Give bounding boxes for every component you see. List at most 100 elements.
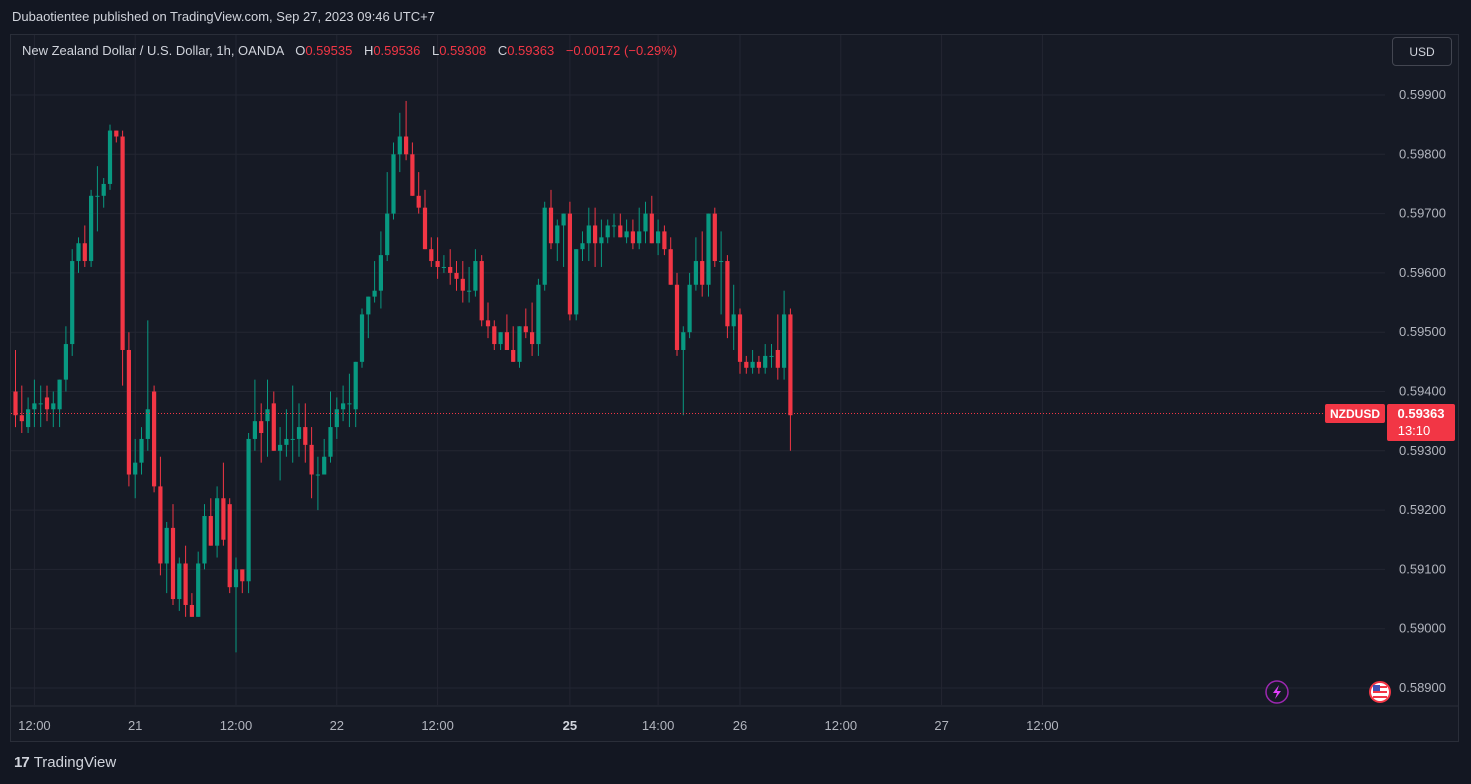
candle-body[interactable] bbox=[38, 403, 43, 405]
candle-body[interactable] bbox=[485, 320, 491, 327]
candle-body[interactable] bbox=[397, 136, 402, 155]
candle-body[interactable] bbox=[13, 391, 18, 416]
candle-body[interactable] bbox=[359, 314, 365, 362]
candle-body[interactable] bbox=[107, 130, 113, 184]
candle-body[interactable] bbox=[454, 272, 459, 279]
candle-body[interactable] bbox=[561, 213, 566, 226]
candle-body[interactable] bbox=[378, 255, 383, 291]
us-flag-icon[interactable] bbox=[1369, 681, 1391, 703]
candle-body[interactable] bbox=[744, 361, 749, 368]
candle-body[interactable] bbox=[611, 225, 617, 227]
candle-body[interactable] bbox=[63, 344, 68, 380]
candle-body[interactable] bbox=[668, 249, 673, 285]
candle-body[interactable] bbox=[202, 516, 207, 564]
candle-body[interactable] bbox=[731, 314, 736, 327]
candle-body[interactable] bbox=[656, 231, 661, 244]
candle-body[interactable] bbox=[737, 314, 743, 362]
candle-body[interactable] bbox=[95, 195, 100, 197]
candle-body[interactable] bbox=[259, 421, 264, 434]
candle-body[interactable] bbox=[322, 456, 327, 475]
candle-body[interactable] bbox=[177, 563, 182, 600]
candle-body[interactable] bbox=[788, 314, 793, 416]
candle-body[interactable] bbox=[271, 403, 276, 451]
candle-body[interactable] bbox=[504, 332, 509, 350]
candle-body[interactable] bbox=[385, 213, 390, 256]
candle-body[interactable] bbox=[278, 444, 283, 451]
candle-body[interactable] bbox=[467, 290, 472, 292]
candle-body[interactable] bbox=[712, 213, 717, 262]
candle-body[interactable] bbox=[89, 195, 94, 262]
candle-body[interactable] bbox=[473, 261, 478, 291]
candle-body[interactable] bbox=[372, 290, 377, 297]
candle-body[interactable] bbox=[366, 296, 371, 315]
candle-body[interactable] bbox=[580, 243, 585, 250]
symbol-title[interactable]: New Zealand Dollar / U.S. Dollar, 1h, OA… bbox=[22, 43, 284, 58]
candle-body[interactable] bbox=[57, 379, 62, 410]
candle-body[interactable] bbox=[422, 207, 428, 250]
candle-body[interactable] bbox=[70, 261, 75, 345]
candle-body[interactable] bbox=[523, 326, 528, 333]
candle-body[interactable] bbox=[120, 136, 125, 350]
candle-body[interactable] bbox=[637, 231, 642, 244]
candle-body[interactable] bbox=[763, 355, 768, 368]
candle-body[interactable] bbox=[769, 355, 774, 357]
candle-body[interactable] bbox=[410, 154, 415, 196]
candle-body[interactable] bbox=[252, 421, 257, 439]
candle-body[interactable] bbox=[284, 438, 289, 445]
candle-body[interactable] bbox=[719, 261, 724, 263]
candle-body[interactable] bbox=[19, 415, 24, 422]
candle-body[interactable] bbox=[517, 326, 522, 362]
candle-body[interactable] bbox=[574, 249, 579, 315]
candle-body[interactable] bbox=[328, 427, 333, 457]
candle-body[interactable] bbox=[782, 314, 787, 368]
candle-body[interactable] bbox=[233, 569, 239, 588]
lightning-icon[interactable] bbox=[1265, 680, 1289, 704]
candle-body[interactable] bbox=[196, 563, 201, 617]
candle-body[interactable] bbox=[511, 349, 516, 362]
candle-body[interactable] bbox=[221, 498, 226, 540]
candle-body[interactable] bbox=[126, 349, 131, 475]
candle-body[interactable] bbox=[145, 409, 150, 439]
candle-body[interactable] bbox=[341, 403, 346, 410]
candle-body[interactable] bbox=[353, 361, 358, 410]
candle-body[interactable] bbox=[315, 474, 320, 476]
candle-body[interactable] bbox=[309, 444, 314, 475]
candle-body[interactable] bbox=[303, 427, 308, 445]
candle-body[interactable] bbox=[82, 243, 87, 262]
candle-body[interactable] bbox=[183, 563, 188, 605]
candle-body[interactable] bbox=[750, 361, 755, 368]
candle-body[interactable] bbox=[296, 427, 302, 439]
candle-body[interactable] bbox=[605, 225, 610, 238]
candle-body[interactable] bbox=[347, 403, 352, 405]
candle-body[interactable] bbox=[687, 284, 692, 333]
candle-body[interactable] bbox=[542, 207, 547, 285]
candle-body[interactable] bbox=[26, 409, 31, 428]
candle-body[interactable] bbox=[139, 438, 144, 463]
candle-body[interactable] bbox=[44, 397, 50, 410]
candle-body[interactable] bbox=[706, 213, 711, 285]
candle-body[interactable] bbox=[158, 486, 163, 564]
candle-body[interactable] bbox=[114, 130, 119, 137]
candle-body[interactable] bbox=[548, 207, 554, 244]
candle-body[interactable] bbox=[429, 249, 434, 262]
candle-body[interactable] bbox=[152, 391, 157, 487]
candle-body[interactable] bbox=[649, 213, 654, 244]
candle-body[interactable] bbox=[170, 527, 176, 600]
candle-body[interactable] bbox=[334, 409, 339, 428]
candle-body[interactable] bbox=[441, 266, 446, 268]
candle-body[interactable] bbox=[215, 498, 220, 546]
candle-body[interactable] bbox=[492, 326, 497, 345]
candle-body[interactable] bbox=[555, 225, 560, 244]
candle-body[interactable] bbox=[586, 225, 591, 244]
candle-body[interactable] bbox=[700, 261, 705, 285]
candle-body[interactable] bbox=[479, 261, 484, 321]
tradingview-logo[interactable]: 17 TradingView bbox=[14, 754, 116, 771]
candle-body[interactable] bbox=[290, 438, 295, 440]
candle-body[interactable] bbox=[435, 261, 440, 267]
candle-body[interactable] bbox=[32, 403, 37, 410]
candle-body[interactable] bbox=[674, 284, 680, 350]
candle-body[interactable] bbox=[681, 332, 686, 350]
candle-body[interactable] bbox=[725, 261, 730, 327]
candle-body[interactable] bbox=[404, 136, 409, 155]
